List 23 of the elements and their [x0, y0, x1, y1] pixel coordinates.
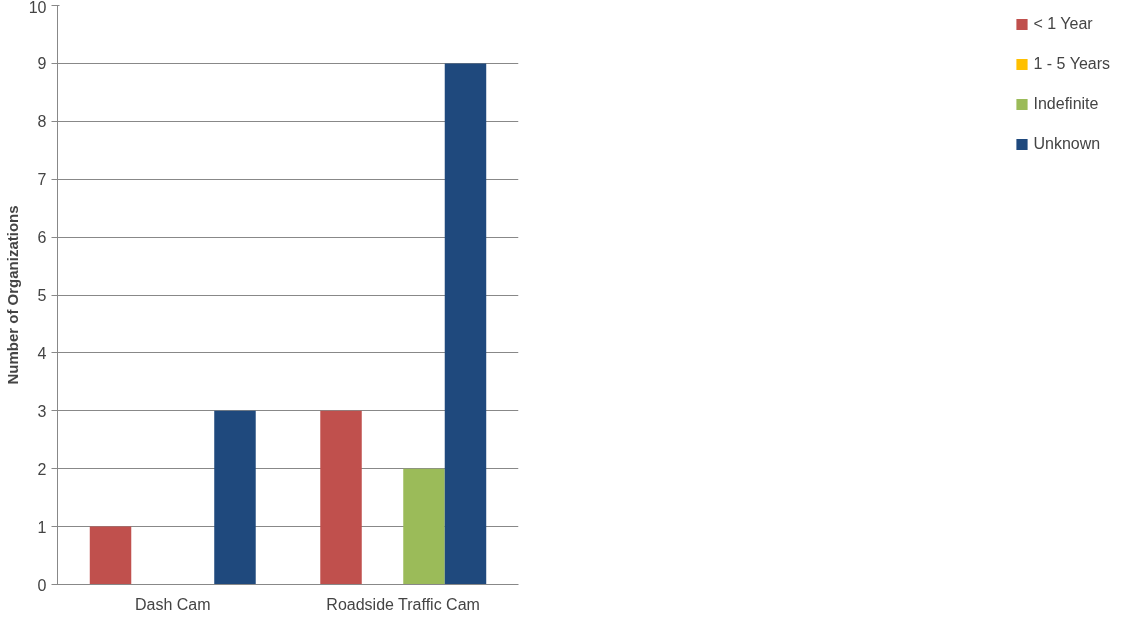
- y-tick-label: 1: [37, 518, 47, 536]
- x-tick-label: Roadside Traffic Cam: [326, 595, 480, 613]
- legend-label: < 1 Year: [1033, 15, 1093, 33]
- legend-label: 1 - 5 Years: [1033, 55, 1110, 73]
- bar: [89, 526, 132, 585]
- bar: [403, 468, 445, 585]
- legend-label: Indefinite: [1033, 95, 1099, 113]
- bar: [444, 63, 487, 585]
- bar: [214, 410, 256, 585]
- x-tick-label: Dash Cam: [134, 595, 211, 613]
- legend-label: Unknown: [1033, 135, 1101, 153]
- y-tick-label: 8: [37, 113, 47, 131]
- bar: [320, 410, 362, 585]
- y-tick-label: 0: [37, 576, 47, 594]
- y-tick-label: 5: [37, 287, 47, 304]
- y-tick-label: 9: [37, 55, 47, 73]
- y-tick-label: 7: [37, 171, 47, 189]
- y-tick-label: 6: [37, 229, 47, 247]
- y-tick-label: 10: [28, 0, 47, 16]
- y-tick-label: 4: [37, 344, 47, 362]
- y-axis-title: Number of Organizations: [3, 205, 21, 385]
- y-tick-label: 3: [37, 402, 47, 420]
- y-tick-label: 2: [37, 460, 47, 478]
